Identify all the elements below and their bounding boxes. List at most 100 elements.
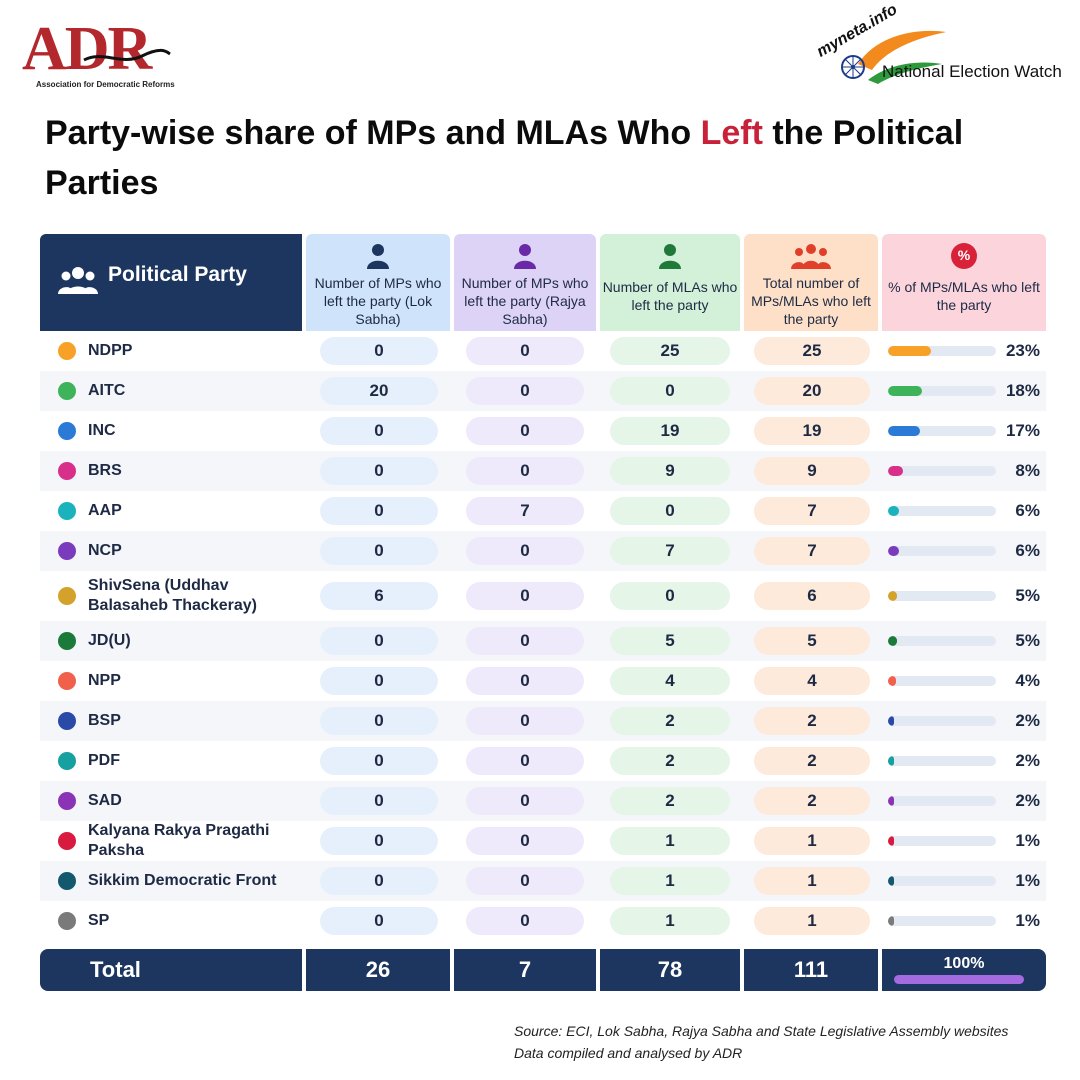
total-value: 1 [754,867,870,895]
table-row: NDPP 0 0 25 25 23% [40,331,1046,371]
party-name: JD(U) [88,632,131,649]
rajya-sabha-value: 0 [466,457,584,485]
header-mlas: Number of MLAs who left the party [600,234,740,331]
table-row: NPP 0 0 4 4 4% [40,661,1046,701]
percent-bar [888,386,996,396]
table-row: Kalyana Rakya Pragathi Paksha 0 0 1 1 1% [40,821,1046,861]
lok-sabha-value: 0 [320,867,438,895]
percent-bar-fill [888,676,896,686]
party-color-dot [58,792,76,810]
header-total: Total number of MPs/MLAs who left the pa… [744,234,878,331]
percent-value: 18% [1005,381,1040,400]
percent-value: 1% [1015,871,1040,890]
table-row: NCP 0 0 7 7 6% [40,531,1046,571]
table-footer: Total 26 7 78 111 100% [40,949,1046,991]
table-row: Sikkim Democratic Front 0 0 1 1 1% [40,861,1046,901]
person-icon [514,244,536,269]
percent-bar-fill [888,636,898,646]
table-row: ShivSena (Uddhav Balasaheb Thackeray) 6 0 0… [40,571,1046,621]
mla-value: 2 [610,747,730,775]
total-value: 7 [754,537,870,565]
total-value: 2 [754,707,870,735]
table-row: BSP 0 0 2 2 2% [40,701,1046,741]
party-name: BSP [88,712,121,729]
flag-swoosh-icon [858,30,946,84]
mla-value: 0 [610,582,730,610]
adr-swoosh-icon [83,48,171,62]
lok-sabha-value: 0 [320,827,438,855]
total-value: 2 [754,747,870,775]
total-rajya-sabha: 7 [454,949,596,991]
percent-bar [888,466,996,476]
header-total-label: Total number of MPs/MLAs who left the pa… [751,275,871,327]
rajya-sabha-value: 0 [466,537,584,565]
lok-sabha-value: 0 [320,627,438,655]
percent-bar [888,426,996,436]
total-value: 7 [754,497,870,525]
rajya-sabha-value: 0 [466,787,584,815]
percent-bar-fill [888,876,895,886]
total-value: 6 [754,582,870,610]
lok-sabha-value: 0 [320,537,438,565]
percent-bar [888,676,996,686]
percent-value: 2% [1015,751,1040,770]
party-color-dot [58,752,76,770]
percent-bar [888,546,996,556]
total-label: Total [40,949,302,991]
party-color-dot [58,502,76,520]
mla-value: 25 [610,337,730,365]
percent-value: 5% [1015,586,1040,605]
header-lok-sabha: Number of MPs who left the party (Lok Sa… [306,234,450,331]
mla-value: 0 [610,377,730,405]
percent-badge-icon [951,243,977,269]
percent-badge-glyph: % [957,247,971,263]
party-name: NPP [88,672,121,689]
header-percent: % % of MPs/MLAs who left the party [882,234,1046,331]
percent-value: 1% [1015,911,1040,930]
table-row: AITC 20 0 0 20 18% [40,371,1046,411]
lok-sabha-value: 0 [320,337,438,365]
rajya-sabha-value: 0 [466,667,584,695]
title-highlight: Left [700,114,763,152]
total-percent-value: 100% [943,955,985,972]
percent-bar-fill [888,916,895,926]
party-name: Kalyana Rakya Pragathi Paksha [88,822,270,859]
person-icon [367,244,389,269]
percent-bar-fill [888,716,895,726]
lok-sabha-value: 0 [320,497,438,525]
total-value: 25 [754,337,870,365]
adr-logo-subtitle: Association for Democratic Reforms [36,80,175,89]
lok-sabha-value: 0 [320,417,438,445]
rajya-sabha-value: 0 [466,337,584,365]
rajya-sabha-value: 0 [466,582,584,610]
percent-value: 17% [1005,421,1040,440]
mla-value: 19 [610,417,730,445]
title-part1: Party-wise share of MPs and MLAs Who [45,114,701,152]
mla-value: 5 [610,627,730,655]
party-name: SAD [88,792,122,809]
total-value: 2 [754,787,870,815]
party-name: NDPP [88,342,133,359]
lok-sabha-value: 0 [320,787,438,815]
total-value: 20 [754,377,870,405]
party-color-dot [58,912,76,930]
total-value: 4 [754,667,870,695]
percent-bar [888,716,996,726]
party-name: BRS [88,462,122,479]
percent-value: 1% [1015,831,1040,850]
header-rajya-sabha: Number of MPs who left the party (Rajya … [454,234,596,331]
percent-bar [888,591,996,601]
mla-value: 2 [610,787,730,815]
party-name: AITC [88,382,126,399]
mla-value: 1 [610,907,730,935]
party-table: Political Party Number of MPs who left t… [40,234,1046,991]
rajya-sabha-value: 0 [466,907,584,935]
mla-value: 4 [610,667,730,695]
percent-bar-fill [888,756,895,766]
table-header: Political Party Number of MPs who left t… [40,234,1046,331]
compiled-line: Data compiled and analysed by ADR [514,1045,743,1061]
page-title: Party-wise share of MPs and MLAs Who Lef… [45,108,1025,208]
rajya-sabha-value: 0 [466,827,584,855]
lok-sabha-value: 0 [320,707,438,735]
percent-bar-fill [888,591,898,601]
